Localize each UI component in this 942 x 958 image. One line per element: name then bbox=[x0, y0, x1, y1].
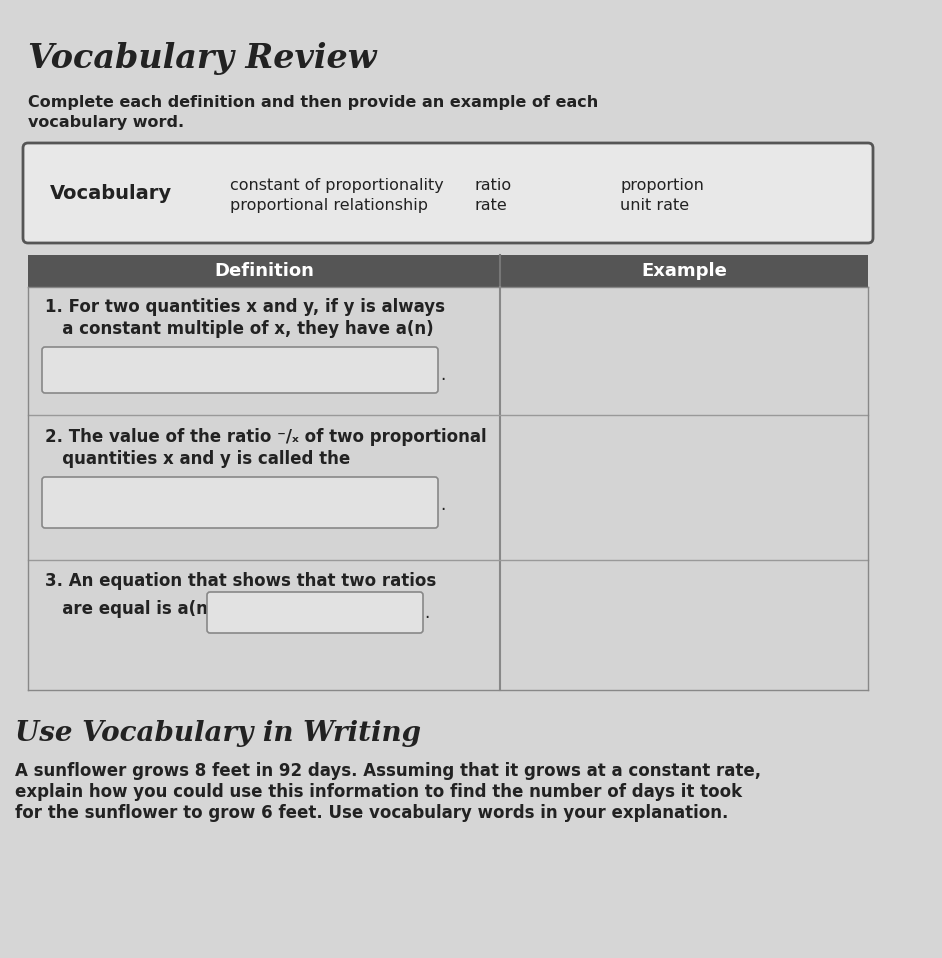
FancyBboxPatch shape bbox=[207, 592, 423, 633]
Text: unit rate: unit rate bbox=[620, 198, 690, 213]
Text: 2. The value of the ratio ⁻/ₓ of two proportional: 2. The value of the ratio ⁻/ₓ of two pro… bbox=[45, 428, 487, 446]
Text: rate: rate bbox=[475, 198, 508, 213]
Text: 1. For two quantities x and y, if y is always: 1. For two quantities x and y, if y is a… bbox=[45, 298, 445, 316]
Text: .: . bbox=[440, 496, 446, 514]
FancyBboxPatch shape bbox=[42, 477, 438, 528]
Text: Definition: Definition bbox=[214, 262, 314, 280]
Text: quantities x and y is called the: quantities x and y is called the bbox=[45, 450, 350, 468]
FancyBboxPatch shape bbox=[42, 347, 438, 393]
FancyBboxPatch shape bbox=[23, 143, 873, 243]
Text: vocabulary word.: vocabulary word. bbox=[28, 115, 184, 130]
Text: Vocabulary Review: Vocabulary Review bbox=[28, 42, 377, 75]
Text: constant of proportionality: constant of proportionality bbox=[230, 178, 444, 193]
Text: A sunflower grows 8 feet in 92 days. Assuming that it grows at a constant rate,: A sunflower grows 8 feet in 92 days. Ass… bbox=[15, 762, 761, 780]
Text: .: . bbox=[424, 604, 430, 622]
Text: Use Vocabulary in Writing: Use Vocabulary in Writing bbox=[15, 720, 421, 747]
Text: for the sunflower to grow 6 feet. Use vocabulary words in your explanation.: for the sunflower to grow 6 feet. Use vo… bbox=[15, 804, 728, 822]
Text: Example: Example bbox=[642, 262, 727, 280]
Text: ratio: ratio bbox=[475, 178, 512, 193]
Text: proportion: proportion bbox=[620, 178, 704, 193]
Text: a constant multiple of x, they have a(n): a constant multiple of x, they have a(n) bbox=[45, 320, 433, 338]
Text: proportional relationship: proportional relationship bbox=[230, 198, 428, 213]
Text: Vocabulary: Vocabulary bbox=[50, 184, 172, 202]
Text: Complete each definition and then provide an example of each: Complete each definition and then provid… bbox=[28, 95, 598, 110]
Text: are equal is a(n): are equal is a(n) bbox=[45, 600, 216, 618]
Bar bbox=[28, 287, 868, 690]
Text: .: . bbox=[440, 366, 446, 384]
Text: 3. An equation that shows that two ratios: 3. An equation that shows that two ratio… bbox=[45, 572, 436, 590]
Text: explain how you could use this information to find the number of days it took: explain how you could use this informati… bbox=[15, 783, 742, 801]
Bar bbox=[28, 255, 868, 287]
